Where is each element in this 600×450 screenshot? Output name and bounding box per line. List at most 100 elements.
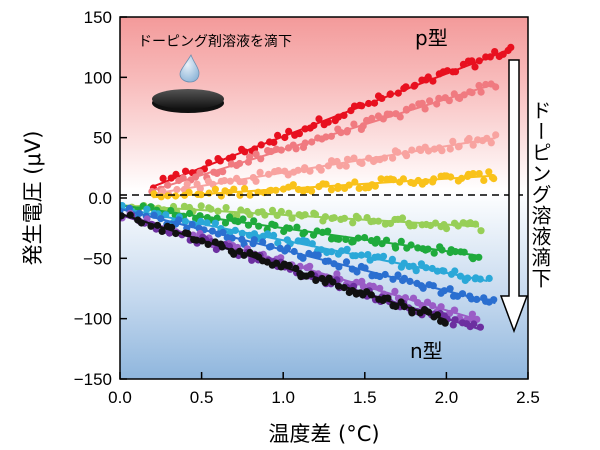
data-point [252,150,260,158]
series-7 [120,204,498,306]
fit-line [120,212,447,321]
series-1 [148,80,500,196]
doping-arrow [499,59,529,334]
data-point [342,258,351,266]
data-point [379,252,388,260]
data-point [371,182,379,190]
droplet-icon [179,54,200,83]
data-point [197,202,205,210]
data-point [233,211,241,219]
data-point [327,186,335,194]
data-point [343,245,351,253]
data-point [389,154,397,162]
data-point [252,177,260,185]
data-point [143,205,151,213]
p-type-label: p型 [415,26,448,50]
data-point [159,174,167,182]
series-4 [120,202,485,235]
data-point [396,113,404,121]
fit-line [152,82,496,192]
fit-line [120,207,496,305]
data-point [477,227,485,235]
data-point [264,230,272,238]
data-point [485,168,493,176]
data-point [391,287,399,295]
data-point [397,237,405,245]
y-tick-label: −50 [83,249,112,268]
fit-line [120,204,480,228]
data-point [158,227,166,235]
data-point [277,207,285,216]
data-point [377,175,385,183]
data-point [350,120,358,128]
data-point [394,271,402,279]
data-point [250,217,258,225]
y-axis-title: 発生電圧 (μV) [21,131,45,266]
data-point [449,137,457,145]
data-point [302,237,311,245]
data-point [248,256,256,264]
down-arrow-icon [499,59,529,334]
data-point [476,323,484,331]
x-tick-label: 2.5 [516,388,540,407]
data-point [317,166,325,174]
data-point [349,238,357,246]
dropping-illustration [152,54,224,113]
data-point [306,262,314,270]
data-point [211,185,219,193]
data-point [477,88,485,96]
data-point [222,204,230,212]
x-tick-label: 1.5 [353,388,377,407]
data-point [256,168,264,176]
y-tick-label: 100 [84,68,112,87]
x-tick-label: 0.5 [190,388,214,407]
data-point [410,222,418,230]
data-point [274,239,282,247]
data-point [438,147,446,155]
substrate-disk-icon [152,89,224,109]
data-point [246,248,254,257]
data-point [487,139,495,147]
data-point [392,244,400,252]
data-point [297,273,305,281]
data-point [469,141,477,149]
data-point [398,214,407,222]
data-point [289,181,297,189]
series-2 [150,131,500,199]
y-tick-label: 150 [84,8,112,27]
data-point [211,219,219,227]
data-point [441,319,449,327]
n-type-label: n型 [410,339,443,363]
data-point [471,63,479,71]
x-axis: 0.0 0.5 1.0 1.5 2.0 2.5 [108,372,540,407]
data-point [268,206,277,214]
data-point [175,216,183,224]
data-point [236,191,244,199]
y-tick-label: 0.0 [88,189,112,208]
series-3 [150,168,498,201]
x-axis-title: 温度差 (°C) [268,422,379,446]
data-point [475,170,483,178]
data-point [335,235,343,243]
data-point [446,145,454,153]
data-point [465,134,473,143]
data-point [402,152,411,160]
x-tick-label: 2.0 [435,388,459,407]
data-point [412,267,420,275]
data-point [183,180,191,188]
arrow-label: ドーピング溶液滴下 [528,100,552,289]
data-point [353,268,361,276]
data-point [354,214,362,222]
x-tick-label: 1.0 [271,388,295,407]
data-point [408,309,416,317]
data-point [226,213,234,221]
data-point [342,162,350,170]
data-point [368,114,376,122]
data-point [480,176,488,184]
data-point [469,170,477,178]
y-axis: 150 100 50 0.0 −50 −100 −150 [74,8,127,389]
data-point [442,225,451,233]
data-point [315,115,323,123]
data-point [150,190,158,198]
